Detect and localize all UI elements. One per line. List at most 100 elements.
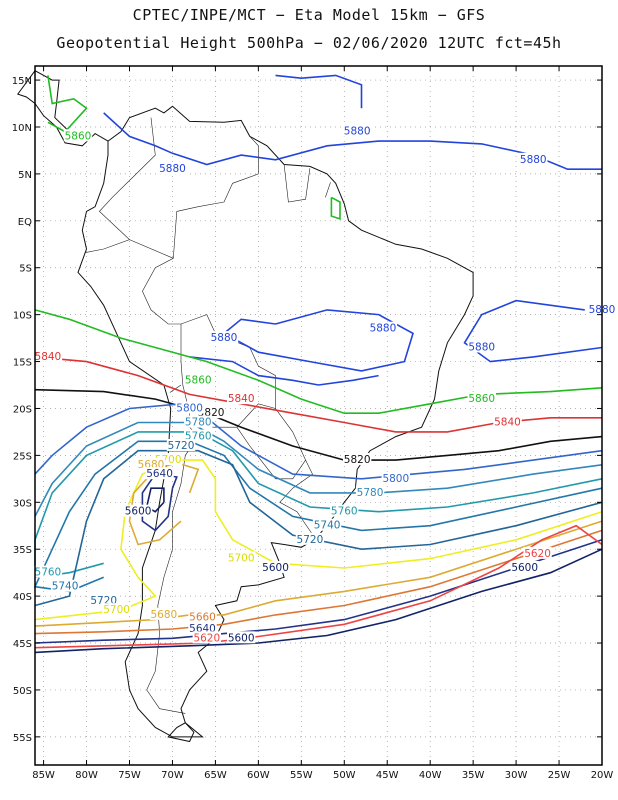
lat-tick-label: 10S [13,311,32,322]
contour-label: 5880 [159,163,186,175]
contour-label: 5700 [228,553,255,565]
lat-tick-label: 10N [12,123,32,134]
contour-label-bg [209,331,239,344]
contour-5860 [330,196,341,221]
contour-label-bg [519,152,548,165]
lat-tick-label: 55S [13,733,32,744]
contour-label-bg [467,392,496,405]
contour-label-bg [102,603,131,616]
contour-5880 [275,74,363,109]
contour-label-bg [342,124,372,137]
contour-label-bg [381,471,411,484]
contour-label-bg [89,593,118,606]
lon-tick-label: 50W [333,770,356,781]
contour-label-bg [50,579,80,592]
contour-label-bg [158,162,187,175]
contour-label: 5840 [35,351,62,363]
contour-label: 5880 [344,126,371,138]
contour-label-bg [175,401,204,414]
contour-label: 5800 [176,402,203,414]
lon-tick-label: 25W [548,770,571,781]
contour-5780 [34,421,603,517]
contour-label: 5820 [344,454,371,466]
contour-label: 5760 [331,506,358,518]
lon-tick-label: 65W [204,770,227,781]
south-america-outline [77,105,474,738]
contour-label-bg [166,438,196,451]
lon-tick-label: 60W [247,770,270,781]
contour-label: 5620 [193,632,220,644]
contour-label-bg [188,610,217,623]
contour-5640 [34,539,603,644]
contour-5820 [34,388,603,461]
contour-label: 5780 [185,417,212,429]
contour-label-bg [493,415,522,428]
contour-labels: 5880588058805880588058805880586058605860… [33,124,617,644]
contour-label-bg [33,349,63,362]
contour-label-bg [312,518,342,531]
lat-tick-label: 15N [12,76,32,87]
country-border [236,427,306,480]
contour-label-bg [467,340,496,353]
contour-label: 5860 [65,130,92,142]
lon-tick-label: 40W [419,770,442,781]
contour-label: 5600 [511,562,538,574]
lon-tick-label: 20W [591,770,614,781]
lon-tick-label: 75W [118,770,141,781]
contour-label: 5640 [146,468,173,480]
contour-5620 [34,524,603,649]
contour-label: 5720 [297,534,324,546]
contour-label-bg [226,392,256,405]
lon-tick-label: 30W [505,770,528,781]
lon-tick-label: 35W [462,770,485,781]
contour-5680 [34,520,603,627]
contour-label: 5740 [52,581,79,593]
country-border [283,164,311,203]
central-america-outline [16,70,109,147]
contour-5720 [34,449,603,607]
lat-tick-label: 40S [13,592,32,603]
contour-label-bg [149,607,179,620]
contour-label-bg [261,560,290,573]
contour-label: 5860 [185,374,212,386]
lon-tick-label: 55W [290,770,313,781]
contour-5600 [145,487,165,513]
map-subtitle: Geopotential Height 500hPa − 02/06/2020 … [56,34,562,52]
contour-label: 5620 [524,548,551,560]
country-border [325,182,331,198]
lat-tick-label: 30S [13,498,32,509]
contour-label: 5880 [468,341,495,353]
tierra-del-fuego-outline [167,722,195,743]
contour-label-bg [196,406,226,419]
map-frame [34,65,603,766]
contour-label: 5840 [228,393,255,405]
country-border [84,239,130,253]
contour-label-bg [123,504,153,517]
lat-tick-label: 25S [13,451,32,462]
contour-5700 [34,459,603,621]
contour-label: 5700 [103,604,130,616]
lon-tick-label: 70W [161,770,184,781]
country-border [249,136,259,174]
contour-label-bg [510,560,539,573]
contour-label: 5660 [189,612,216,624]
contour-label-bg [226,631,256,644]
country-border [98,117,174,259]
contour-label-bg [33,565,63,578]
lat-tick-label: 50S [13,686,32,697]
contour-label: 5800 [382,473,409,485]
contour-5600 [34,548,603,654]
lat-tick-label: 5N [18,170,32,181]
contour-label: 5840 [494,417,521,429]
contour-label: 5860 [468,393,495,405]
contour-label-bg [192,631,222,644]
contour-label: 5880 [370,323,397,335]
contour-label: 5880 [211,332,238,344]
contour-5660 [34,529,603,635]
lat-tick-label: EQ [18,217,32,228]
contour-label-bg [184,373,213,386]
lat-lon-grid [35,66,603,765]
axis-ticks: 15N 10N 5N EQ 5S 10S 15S 20S 25S 30S 35S 40S 45S 50S 5… [12,66,614,781]
lon-tick-label: 45W [376,770,399,781]
